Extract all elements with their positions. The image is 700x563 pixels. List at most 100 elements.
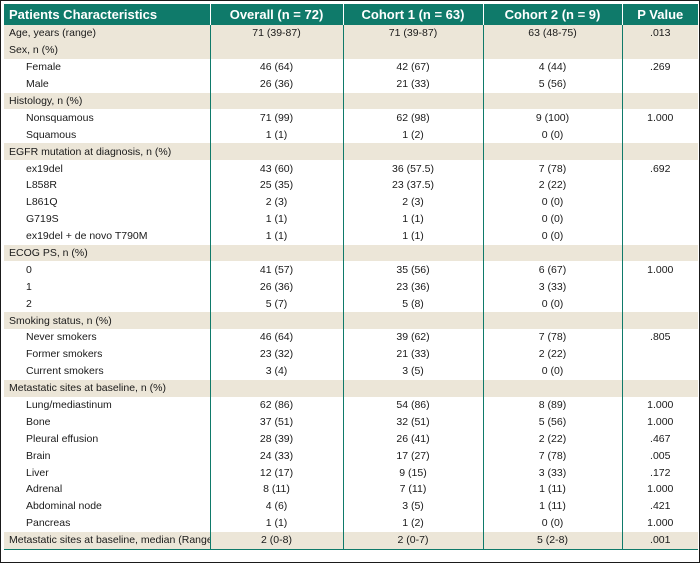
row-label: ECOG PS, n (%) bbox=[4, 244, 210, 262]
table-row: ex19del + de novo T790M 1 (1) 1 (1) 0 (0) bbox=[4, 227, 698, 245]
cell-pvalue bbox=[621, 41, 698, 59]
cell-cohort2 bbox=[482, 379, 622, 397]
cell-overall: 3 (4) bbox=[209, 362, 343, 380]
cell-cohort1 bbox=[342, 41, 483, 59]
table-row: Smoking status, n (%) bbox=[4, 312, 698, 330]
cell-pvalue bbox=[621, 193, 698, 211]
cell-pvalue bbox=[621, 244, 698, 262]
cell-pvalue: 1.000 bbox=[621, 396, 698, 414]
cell-cohort1 bbox=[342, 379, 483, 397]
row-label: EGFR mutation at diagnosis, n (%) bbox=[4, 143, 210, 161]
cell-overall: 25 (35) bbox=[209, 177, 343, 194]
cell-cohort1: 36 (57.5) bbox=[342, 160, 483, 178]
row-label: Liver bbox=[26, 466, 49, 479]
cell-pvalue: .269 bbox=[621, 58, 698, 76]
cell-cohort2 bbox=[482, 143, 622, 161]
cell-overall: 62 (86) bbox=[209, 396, 343, 414]
row-label: Smoking status, n (%) bbox=[4, 312, 210, 330]
cell-cohort1: 2 (0-7) bbox=[342, 531, 483, 550]
cell-cohort2: 1 (11) bbox=[482, 497, 622, 515]
cell-pvalue: .692 bbox=[621, 160, 698, 178]
cell-pvalue: 1.000 bbox=[621, 481, 698, 498]
row-label: L858R bbox=[26, 179, 57, 192]
cell-cohort2: 4 (44) bbox=[482, 58, 622, 76]
row-label: 0 bbox=[26, 263, 32, 276]
table-row: L861Q 2 (3) 2 (3) 0 (0) bbox=[4, 193, 698, 211]
cell-cohort1: 42 (67) bbox=[342, 58, 483, 76]
cell-cohort2 bbox=[482, 312, 622, 330]
row-label: Histology, n (%) bbox=[4, 92, 210, 110]
row-label: Male bbox=[26, 78, 49, 91]
row-label: Abdominal node bbox=[26, 500, 102, 513]
table-row: 2 5 (7) 5 (8) 0 (0) bbox=[4, 295, 698, 313]
table-row: Pleural effusion 28 (39) 26 (41) 2 (22) .467 bbox=[4, 430, 698, 448]
row-label: 1 bbox=[26, 280, 32, 293]
cell-pvalue: 1.000 bbox=[621, 109, 698, 127]
row-label: Pleural effusion bbox=[26, 432, 99, 445]
table-row: G719S 1 (1) 1 (1) 0 (0) bbox=[4, 210, 698, 228]
cell-pvalue bbox=[621, 75, 698, 93]
table-row: ECOG PS, n (%) bbox=[4, 244, 698, 262]
table-row: Pancreas 1 (1) 1 (2) 0 (0) 1.000 bbox=[4, 514, 698, 532]
cell-overall: 1 (1) bbox=[209, 227, 343, 245]
cell-pvalue: .013 bbox=[621, 25, 698, 42]
cell-overall: 2 (3) bbox=[209, 193, 343, 211]
cell-overall: 26 (36) bbox=[209, 75, 343, 93]
row-label: Brain bbox=[26, 449, 51, 462]
cell-cohort1: 23 (36) bbox=[342, 278, 483, 296]
cell-cohort2: 8 (89) bbox=[482, 396, 622, 414]
cell-overall: 26 (36) bbox=[209, 278, 343, 296]
row-label: 2 bbox=[26, 297, 32, 310]
cell-cohort1: 5 (8) bbox=[342, 295, 483, 313]
cell-cohort1: 1 (2) bbox=[342, 514, 483, 532]
cell-overall bbox=[209, 379, 343, 397]
cell-overall: 37 (51) bbox=[209, 413, 343, 431]
cell-cohort1: 54 (86) bbox=[342, 396, 483, 414]
cell-overall: 24 (33) bbox=[209, 447, 343, 465]
table-row: Abdominal node 4 (6) 3 (5) 1 (11) .421 bbox=[4, 497, 698, 515]
table-row: Bone 37 (51) 32 (51) 5 (56) 1.000 bbox=[4, 413, 698, 431]
cell-cohort2: 2 (22) bbox=[482, 430, 622, 448]
cell-cohort1: 26 (41) bbox=[342, 430, 483, 448]
cell-pvalue bbox=[621, 362, 698, 380]
cell-overall: 1 (1) bbox=[209, 126, 343, 144]
cell-cohort2: 3 (33) bbox=[482, 278, 622, 296]
row-label: Metastatic sites at baseline, median (Ra… bbox=[4, 531, 210, 550]
cell-cohort1: 32 (51) bbox=[342, 413, 483, 431]
row-label: Pancreas bbox=[26, 517, 71, 530]
table-row: Former smokers 23 (32) 21 (33) 2 (22) bbox=[4, 345, 698, 363]
cell-cohort2: 0 (0) bbox=[482, 193, 622, 211]
cell-pvalue bbox=[621, 379, 698, 397]
cell-overall: 5 (7) bbox=[209, 295, 343, 313]
cell-pvalue: .467 bbox=[621, 430, 698, 448]
table-row: Nonsquamous 71 (99) 62 (98) 9 (100) 1.000 bbox=[4, 109, 698, 127]
cell-cohort1: 1 (1) bbox=[342, 227, 483, 245]
cell-cohort2: 5 (2-8) bbox=[482, 531, 622, 550]
cell-cohort1: 17 (27) bbox=[342, 447, 483, 465]
cell-cohort2: 5 (56) bbox=[482, 75, 622, 93]
cell-cohort1: 7 (11) bbox=[342, 481, 483, 498]
cell-pvalue: .805 bbox=[621, 329, 698, 346]
table-row: EGFR mutation at diagnosis, n (%) bbox=[4, 143, 698, 161]
table-row: Liver 12 (17) 9 (15) 3 (33) .172 bbox=[4, 464, 698, 482]
cell-overall: 1 (1) bbox=[209, 514, 343, 532]
cell-cohort1: 2 (3) bbox=[342, 193, 483, 211]
table-row: Current smokers 3 (4) 3 (5) 0 (0) bbox=[4, 362, 698, 380]
cell-cohort2: 0 (0) bbox=[482, 227, 622, 245]
cell-pvalue bbox=[621, 92, 698, 110]
cell-cohort1: 39 (62) bbox=[342, 329, 483, 346]
cell-cohort2: 9 (100) bbox=[482, 109, 622, 127]
cell-pvalue: 1.000 bbox=[621, 413, 698, 431]
cell-cohort2: 7 (78) bbox=[482, 447, 622, 465]
cell-pvalue bbox=[621, 126, 698, 144]
cell-overall bbox=[209, 41, 343, 59]
cell-cohort1: 62 (98) bbox=[342, 109, 483, 127]
row-label: Never smokers bbox=[26, 331, 97, 344]
patient-characteristics-table: Patients Characteristics Overall (n = 72… bbox=[4, 4, 698, 550]
cell-cohort2: 0 (0) bbox=[482, 126, 622, 144]
cell-pvalue bbox=[621, 177, 698, 194]
row-label: Bone bbox=[26, 415, 51, 428]
cell-pvalue: .421 bbox=[621, 497, 698, 515]
cell-cohort1: 1 (1) bbox=[342, 210, 483, 228]
